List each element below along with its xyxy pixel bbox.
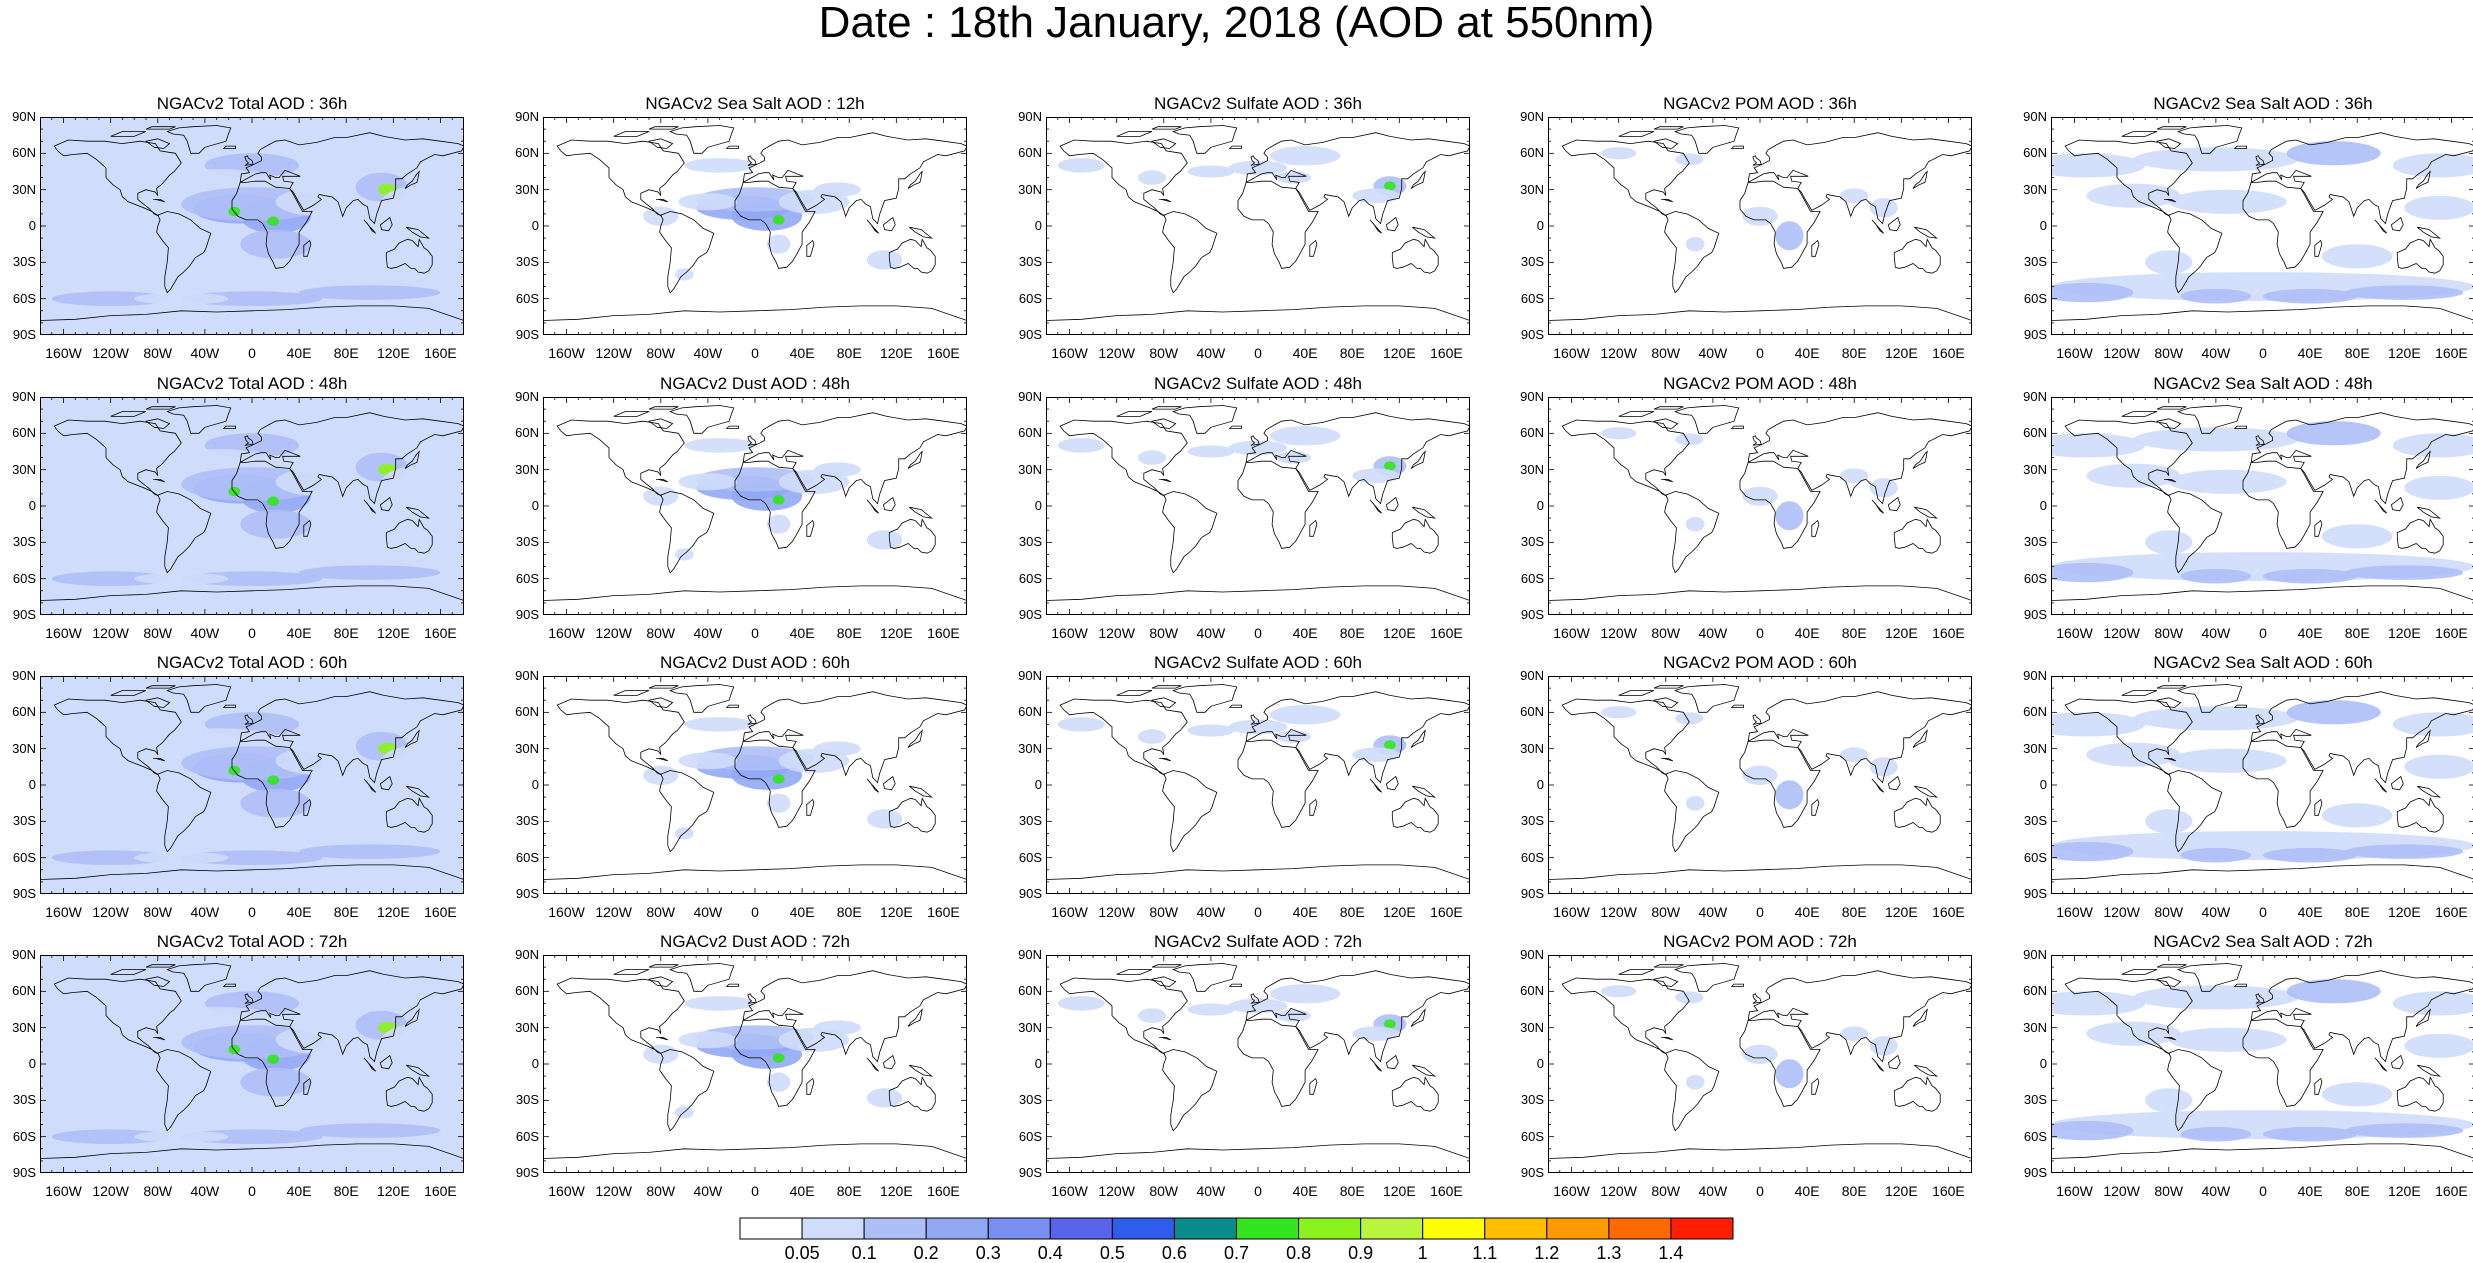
colorbar-swatch — [1485, 1218, 1547, 1239]
colorbar-tick-label: 0.8 — [1269, 1243, 1329, 1263]
colorbar-tick-label: 1.3 — [1579, 1243, 1639, 1263]
colorbar-tick-label: 1 — [1393, 1243, 1453, 1263]
colorbar-tick-label: 0.7 — [1207, 1243, 1267, 1263]
colorbar-tick-label: 0.2 — [896, 1243, 956, 1263]
colorbar-tick-label: 0.9 — [1331, 1243, 1391, 1263]
colorbar-swatch — [740, 1218, 802, 1239]
colorbar-swatch — [864, 1218, 926, 1239]
colorbar-tick-label: 1.4 — [1641, 1243, 1701, 1263]
colorbar-swatch — [1050, 1218, 1112, 1239]
colorbar-tick-label: 0.1 — [834, 1243, 894, 1263]
colorbar-swatch — [1609, 1218, 1671, 1239]
colorbar-swatch — [1361, 1218, 1423, 1239]
colorbar-tick-label: 0.4 — [1020, 1243, 1080, 1263]
colorbar-tick-label: 0.05 — [772, 1243, 832, 1263]
colorbar-swatch — [1423, 1218, 1485, 1239]
colorbar-swatch — [1174, 1218, 1236, 1239]
colorbar-tick-label: 0.6 — [1144, 1243, 1204, 1263]
colorbar-swatch — [1547, 1218, 1609, 1239]
colorbar-tick-label: 0.5 — [1082, 1243, 1142, 1263]
colorbar-swatch — [802, 1218, 864, 1239]
colorbar-swatch — [1671, 1218, 1733, 1239]
colorbar-swatch — [926, 1218, 988, 1239]
colorbar-swatch — [1237, 1218, 1299, 1239]
colorbar-tick-label: 1.2 — [1517, 1243, 1577, 1263]
colorbar-swatch — [1112, 1218, 1174, 1239]
colorbar-tick-label: 1.1 — [1455, 1243, 1515, 1263]
colorbar-swatch — [988, 1218, 1050, 1239]
colorbar-swatch — [1299, 1218, 1361, 1239]
colorbar-tick-label: 0.3 — [958, 1243, 1018, 1263]
